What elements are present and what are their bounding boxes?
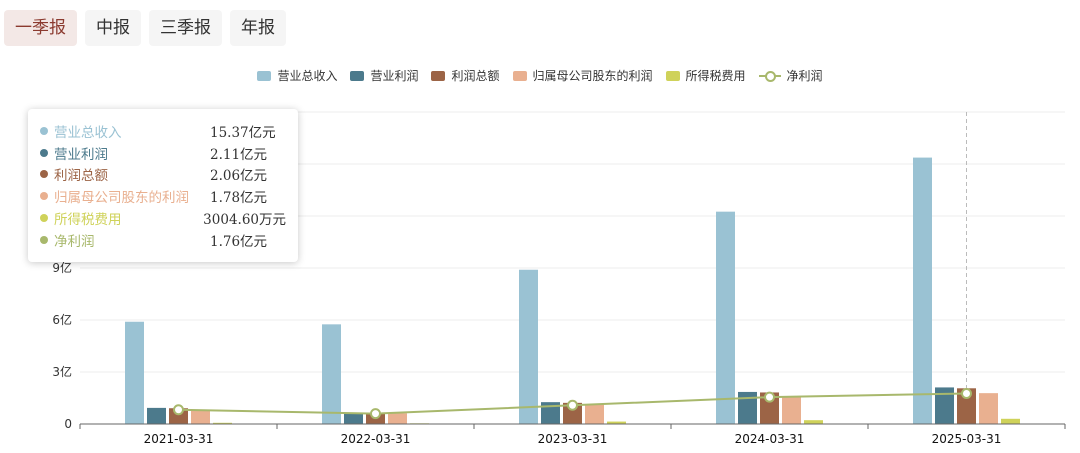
- bar: [344, 413, 363, 424]
- legend-swatch-total-profit: [431, 70, 446, 81]
- tab-interim-report[interactable]: 中报: [85, 10, 141, 46]
- bar: [147, 407, 166, 424]
- legend-item-operating-profit[interactable]: 营业利润: [350, 67, 418, 84]
- chart-legend: 营业总收入 营业利润 利润总额 归属母公司股东的利润 所得税费用 净利润: [0, 67, 1080, 84]
- bar: [388, 413, 407, 424]
- bar: [191, 409, 210, 424]
- legend-swatch-income-tax: [665, 70, 680, 81]
- x-tick-label: 2025-03-31: [932, 432, 1002, 446]
- legend-item-net-profit[interactable]: 净利润: [758, 67, 823, 84]
- bar: [782, 396, 801, 424]
- bar: [322, 324, 341, 424]
- bar: [957, 388, 976, 424]
- tooltip-row: 利润总额 2.06亿元: [40, 164, 286, 186]
- x-tick-label: 2021-03-31: [144, 432, 214, 446]
- bar: [913, 157, 932, 424]
- bar: [738, 391, 757, 424]
- bar: [716, 211, 735, 424]
- bar: [1001, 418, 1020, 424]
- line-point: [173, 404, 184, 416]
- chart-tooltip: 营业总收入 15.37亿元 营业利润 2.11亿元 利润总额 2.06亿元 归属…: [28, 109, 298, 262]
- tooltip-dot: [40, 235, 48, 244]
- tooltip-row: 所得税费用 3004.60万元: [40, 207, 286, 229]
- tooltip-series-value: 15.37亿元: [210, 124, 276, 141]
- tooltip-row: 净利润 1.76亿元: [40, 229, 286, 251]
- tooltip-series-name: 所得税费用: [54, 212, 122, 229]
- x-tick-label: 2024-03-31: [735, 432, 805, 446]
- line-point: [567, 399, 578, 411]
- bar: [519, 269, 538, 424]
- legend-item-parent-net-profit[interactable]: 归属母公司股东的利润: [512, 67, 653, 84]
- tooltip-series-name: 利润总额: [54, 168, 108, 185]
- tab-q3-report[interactable]: 三季报: [149, 10, 222, 46]
- legend-swatch-parent-net-profit: [512, 70, 527, 81]
- tooltip-dot: [40, 148, 48, 157]
- legend-label-income-tax: 所得税费用: [685, 69, 746, 83]
- tooltip-series-value: 3004.60万元: [203, 212, 286, 229]
- legend-line-swatch-net-profit: [758, 70, 781, 82]
- bar: [935, 387, 954, 424]
- bar: [760, 392, 779, 424]
- tooltip-series-value: 1.78亿元: [210, 190, 268, 207]
- line-point: [961, 387, 972, 399]
- tooltip-series-value: 1.76亿元: [210, 233, 268, 250]
- y-tick-label: 9亿: [52, 260, 72, 275]
- line-point: [370, 408, 381, 420]
- legend-swatch-operating-profit: [350, 70, 365, 81]
- bar: [125, 321, 144, 424]
- tab-annual-report[interactable]: 年报: [230, 10, 286, 46]
- tooltip-series-name: 净利润: [54, 233, 95, 250]
- legend-label-operating-profit: 营业利润: [370, 69, 419, 83]
- report-period-tabs: 一季报 中报 三季报 年报: [4, 10, 286, 46]
- tooltip-row: 营业利润 2.11亿元: [40, 142, 286, 164]
- legend-label-parent-net-profit: 归属母公司股东的利润: [532, 69, 653, 83]
- x-tick-label: 2023-03-31: [538, 432, 608, 446]
- bar: [563, 402, 582, 424]
- legend-swatch-total-revenue: [257, 70, 272, 81]
- x-tick-label: 2022-03-31: [341, 432, 411, 446]
- tooltip-series-name: 归属母公司股东的利润: [54, 190, 189, 207]
- tooltip-series-name: 营业利润: [54, 146, 108, 163]
- legend-label-net-profit: 净利润: [786, 69, 823, 83]
- bar: [585, 404, 604, 424]
- line-point: [764, 391, 775, 403]
- y-tick-label: 3亿: [52, 364, 72, 379]
- tooltip-dot: [40, 170, 48, 179]
- tooltip-row: 营业总收入 15.37亿元: [40, 120, 286, 142]
- y-tick-label: 0: [64, 417, 72, 431]
- tooltip-series-value: 2.11亿元: [210, 146, 268, 163]
- legend-item-income-tax[interactable]: 所得税费用: [665, 67, 746, 84]
- bar: [979, 393, 998, 424]
- tooltip-series-value: 2.06亿元: [210, 168, 268, 185]
- tooltip-dot: [40, 126, 48, 135]
- bar: [213, 422, 232, 424]
- legend-item-total-revenue[interactable]: 营业总收入: [257, 67, 337, 84]
- legend-label-total-profit: 利润总额: [451, 69, 500, 83]
- tooltip-series-name: 营业总收入: [54, 124, 122, 141]
- y-tick-label: 6亿: [52, 312, 72, 327]
- tooltip-dot: [40, 192, 48, 201]
- tooltip-dot: [40, 214, 48, 223]
- legend-item-total-profit[interactable]: 利润总额: [431, 67, 500, 84]
- bar: [804, 420, 823, 424]
- bar: [541, 402, 560, 424]
- bar: [607, 421, 626, 424]
- tab-q1-report[interactable]: 一季报: [4, 10, 77, 46]
- tooltip-row: 归属母公司股东的利润 1.78亿元: [40, 185, 286, 207]
- legend-label-total-revenue: 营业总收入: [277, 69, 338, 83]
